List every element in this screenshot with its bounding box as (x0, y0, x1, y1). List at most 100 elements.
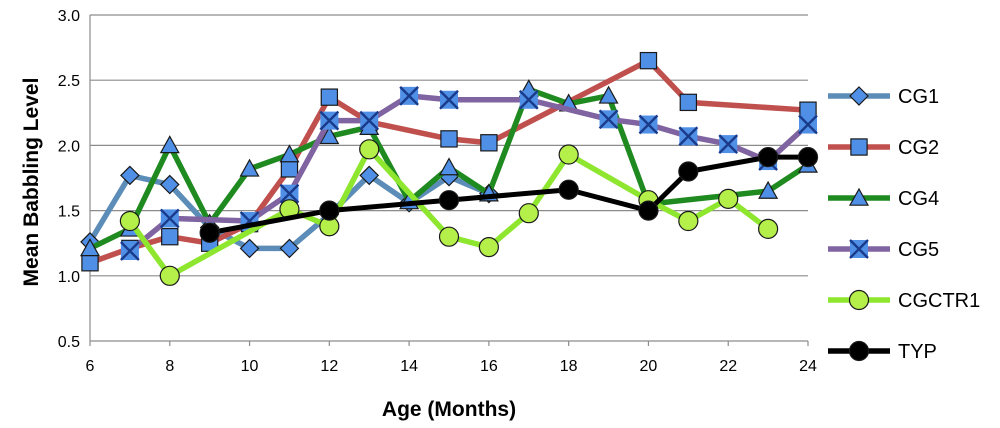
y-tick-label: 3.0 (58, 8, 80, 25)
x-tick-label: 8 (165, 358, 174, 375)
data-point-CG5 (518, 89, 539, 110)
x-marker-cross (798, 114, 818, 135)
data-point-CGCTR1 (678, 210, 699, 232)
data-point-TYP (797, 147, 819, 168)
data-point-CG4 (159, 135, 180, 154)
x-marker-cross (678, 126, 699, 147)
data-point-CG5 (638, 114, 659, 135)
data-point-CG5 (598, 109, 619, 130)
data-point-CG2 (440, 130, 458, 148)
series-layer (79, 51, 819, 286)
legend-marker (849, 239, 869, 259)
gridlines (90, 14, 808, 342)
data-point-CG4 (438, 157, 460, 176)
data-point-CG1 (120, 165, 140, 186)
data-point-CGCTR1 (159, 265, 180, 286)
legend-marker (848, 289, 870, 311)
data-point-CG1 (239, 238, 260, 259)
legend-item-CG4: CG4 (828, 187, 939, 210)
x-marker-cross (399, 85, 419, 106)
data-point-CG5 (159, 208, 180, 229)
data-point-CG2 (320, 88, 339, 106)
series-CG5 (120, 85, 818, 261)
legend-label-TYP: TYP (898, 341, 937, 363)
axes: 0.5 1.0 1.5 2.0 2.5 3.0 6 8 10 12 14 16 18 20 22 24 (58, 8, 817, 375)
data-point-TYP (199, 222, 220, 243)
legend-label-CG4: CG4 (898, 188, 939, 210)
data-point-CGCTR1 (438, 226, 460, 247)
data-point-CGCTR1 (359, 139, 380, 160)
data-point-CG2 (161, 227, 179, 246)
legend-marker (849, 86, 869, 106)
x-tick-label: 18 (560, 358, 578, 375)
data-point-TYP (319, 200, 340, 221)
x-tick-label: 14 (400, 358, 418, 375)
legend-label-CG5: CG5 (898, 239, 939, 261)
data-point-TYP (638, 200, 659, 221)
data-point-TYP (678, 161, 699, 182)
data-point-CG2 (280, 160, 299, 178)
legend-marker (848, 340, 870, 362)
data-point-CG1 (159, 174, 180, 195)
data-point-TYP (438, 190, 460, 211)
y-tick-label: 1.0 (58, 269, 80, 286)
data-point-CG1 (279, 238, 300, 259)
x-tick-label: 6 (86, 358, 95, 375)
x-marker-cross (319, 110, 340, 131)
series-TYP (199, 147, 819, 243)
data-point-CG4 (758, 180, 779, 199)
data-point-CG2 (81, 254, 99, 272)
x-tick-label: 12 (320, 358, 338, 375)
x-marker-cross (718, 134, 739, 154)
legend-item-TYP: TYP (828, 340, 937, 363)
series-line-TYP (207, 154, 811, 236)
x-marker-cross (120, 241, 140, 261)
data-point-CG1 (359, 165, 380, 186)
legend-item-CGCTR1: CGCTR1 (828, 289, 980, 312)
data-point-CG2 (679, 93, 698, 112)
data-point-CG5 (678, 126, 699, 147)
data-point-CG4 (598, 85, 619, 104)
data-point-CG2 (480, 134, 498, 152)
data-point-TYP (558, 179, 579, 200)
data-point-TYP (758, 147, 779, 168)
data-point-CG5 (319, 110, 340, 131)
x-tick-label: 22 (719, 358, 737, 375)
data-point-CGCTR1 (518, 203, 539, 224)
data-point-CG4 (279, 144, 300, 163)
data-point-CG4 (239, 158, 260, 177)
data-point-CG4 (319, 126, 340, 145)
legend-item-CG1: CG1 (828, 86, 939, 108)
x-marker-cross (518, 89, 539, 110)
data-point-CG4 (79, 238, 101, 257)
legend-marker (850, 138, 868, 156)
x-marker-cross (638, 114, 659, 135)
legend: CG1 CG2 CG4 CG5 CGCTR1 TYP (828, 86, 980, 363)
x-marker-cross (279, 183, 300, 204)
data-point-CG5 (120, 241, 140, 261)
y-tick-label: 1.5 (58, 204, 80, 221)
x-tick-label: 24 (799, 358, 817, 375)
y-axis-title: Mean Babbling Level (20, 78, 43, 287)
y-tick-label: 2.0 (58, 138, 80, 155)
data-point-CGCTR1 (478, 237, 499, 258)
data-point-CG5 (439, 89, 459, 110)
data-point-CGCTR1 (119, 210, 140, 232)
x-tick-label: 10 (241, 358, 259, 375)
x-tick-label: 16 (480, 358, 498, 375)
series-CGCTR1 (119, 139, 779, 286)
data-point-CG5 (279, 183, 300, 204)
legend-label-CGCTR1: CGCTR1 (898, 290, 980, 312)
x-axis-title: Age (Months) (382, 398, 516, 421)
data-point-CGCTR1 (718, 188, 739, 209)
data-point-CG5 (798, 114, 818, 135)
data-point-CG2 (639, 51, 658, 70)
y-tick-label: 2.5 (58, 73, 80, 90)
legend-item-CG5: CG5 (828, 239, 939, 261)
x-marker-cross (849, 239, 869, 259)
x-marker-cross (359, 110, 380, 131)
x-tick-label: 20 (640, 358, 658, 375)
data-point-CGCTR1 (558, 144, 579, 165)
data-point-CGCTR1 (758, 218, 779, 239)
